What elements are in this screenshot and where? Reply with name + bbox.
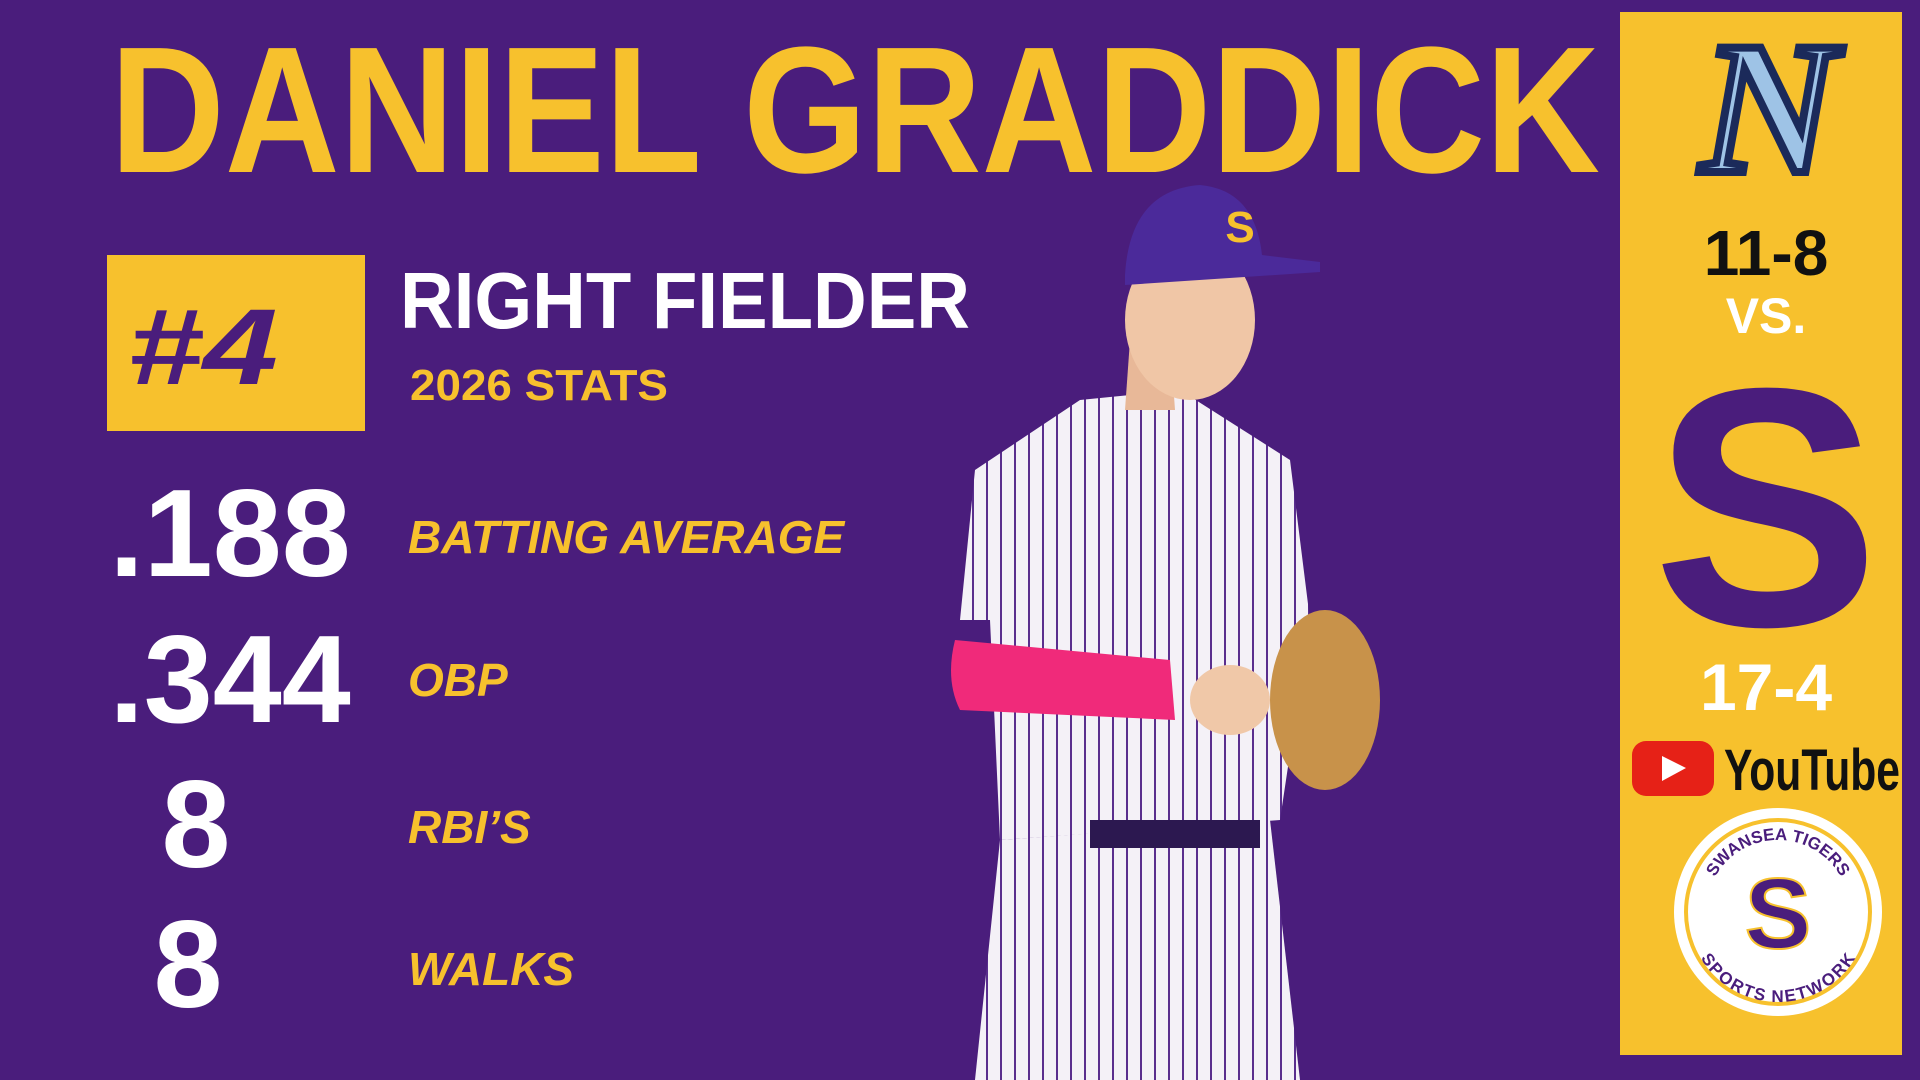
network-logo: [1674, 808, 1882, 1016]
stream-label: YouTube: [1724, 738, 1900, 803]
stat-label: BATTING AVERAGE: [408, 511, 845, 563]
network-letter: S: [1745, 858, 1812, 970]
stat-value: .188: [109, 465, 350, 603]
away-logo: N: [1698, 4, 1843, 214]
youtube-play: [1662, 756, 1686, 781]
network-ring: [1684, 818, 1872, 1006]
stat-label: OBP: [408, 654, 508, 706]
stats-label: 2026 STATS: [410, 361, 668, 410]
stat-value: 8: [154, 896, 223, 1034]
number-box: [107, 255, 365, 431]
stat-label: WALKS: [408, 943, 574, 995]
stat-label: RBI’S: [408, 801, 531, 853]
jersey-number: #4: [128, 286, 278, 407]
home-logo: S: [1653, 318, 1880, 698]
vs: VS.: [1726, 288, 1807, 344]
position: RIGHT FIELDER: [400, 256, 970, 345]
stat-value: 8: [162, 756, 231, 894]
home-record: 17-4: [1700, 650, 1832, 724]
stat-value: .344: [109, 611, 350, 749]
player-photo: S: [951, 185, 1380, 1080]
stats: .188 BATTING AVERAGE .344 OBP 8 RBI’S 8 …: [109, 465, 845, 1034]
away-record: 11-8: [1704, 217, 1829, 289]
player-name: DANIEL GRADDICK: [110, 10, 1600, 211]
cap-logo: S: [1225, 203, 1254, 252]
